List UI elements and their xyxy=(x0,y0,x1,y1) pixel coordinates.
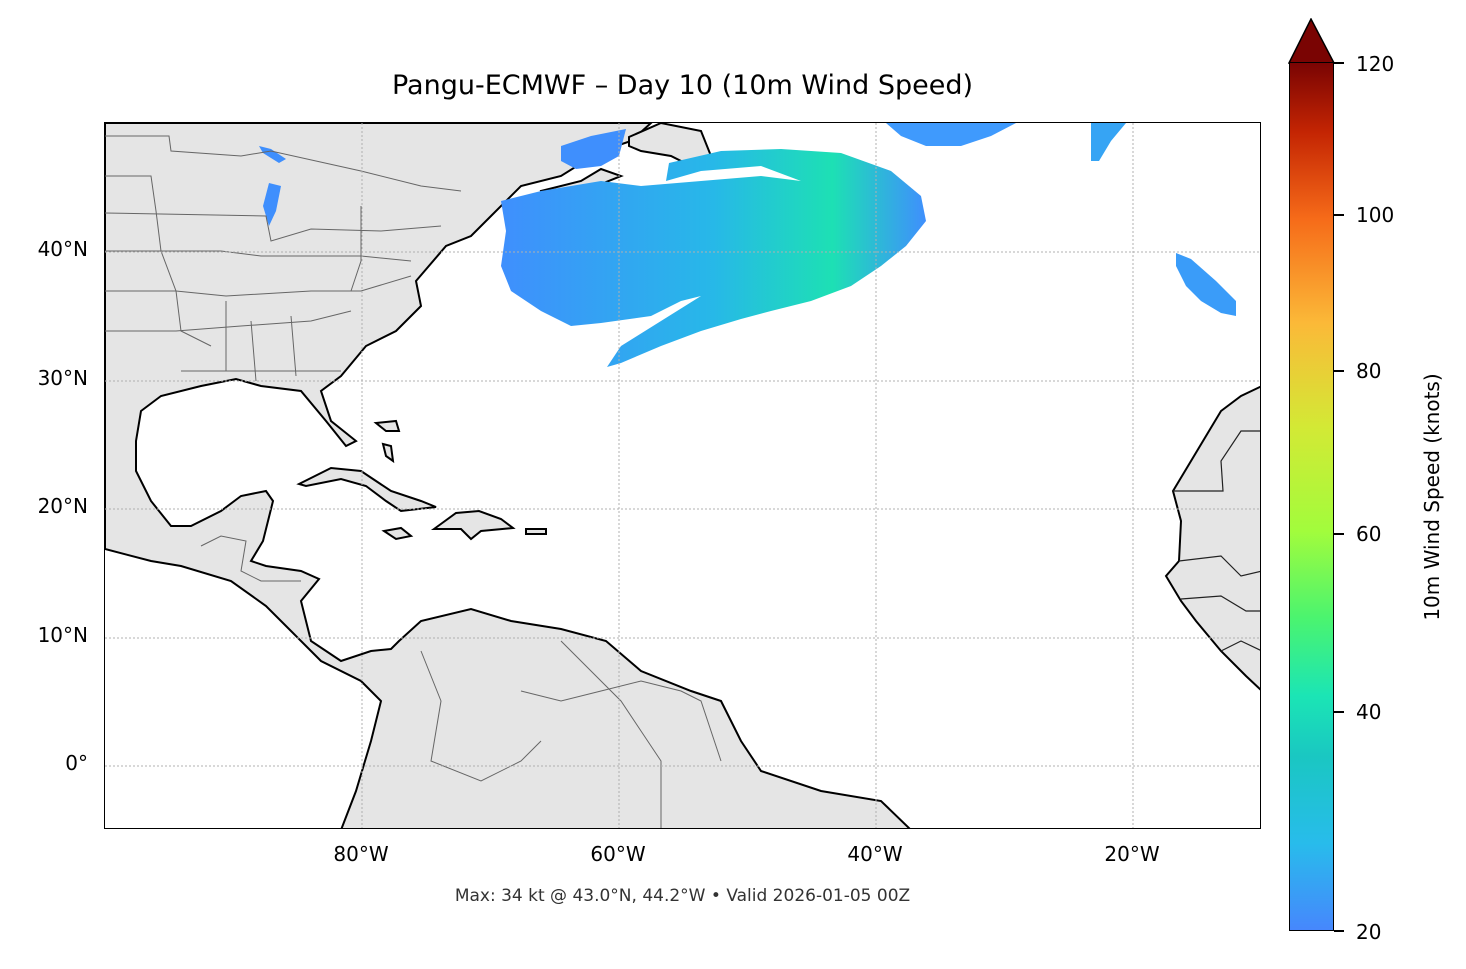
y-tick-10n: 10°N xyxy=(37,623,88,647)
state-borders xyxy=(105,135,722,828)
colorbar-tick-80: 80 xyxy=(1356,359,1382,383)
map-plot-area xyxy=(104,122,1261,829)
colorbar-tick-100: 100 xyxy=(1356,203,1395,227)
y-tick-0: 0° xyxy=(65,751,88,775)
gridlines xyxy=(105,123,1260,828)
colorbar-tick-40: 40 xyxy=(1356,700,1382,724)
colorbar-tick-120: 120 xyxy=(1356,52,1395,76)
colorbar-tick-mark xyxy=(1334,370,1344,372)
land-africa xyxy=(1164,385,1260,691)
colorbar-tick-mark xyxy=(1334,711,1344,713)
wind-swath-northeast xyxy=(1091,123,1126,161)
land-north-america xyxy=(105,123,911,828)
lake-michigan xyxy=(263,183,281,226)
chart-title: Pangu-ECMWF – Day 10 (10m Wind Speed) xyxy=(391,70,974,101)
colorbar xyxy=(1289,62,1334,931)
colorbar-tick-mark xyxy=(1334,62,1344,64)
colorbar-label: 10m Wind Speed (knots) xyxy=(1420,373,1444,621)
jamaica xyxy=(381,526,414,541)
y-tick-40n: 40°N xyxy=(37,237,88,261)
x-tick-40w: 40°W xyxy=(847,842,903,866)
x-tick-20w: 20°W xyxy=(1104,842,1160,866)
wind-swath-canary xyxy=(1176,253,1236,316)
colorbar-tick-mark xyxy=(1334,214,1344,216)
x-tick-80w: 80°W xyxy=(333,842,389,866)
y-tick-20n: 20°N xyxy=(37,494,88,518)
x-tick-60w: 60°W xyxy=(590,842,646,866)
colorbar-tick-20: 20 xyxy=(1356,920,1382,944)
colorbar-tick-mark xyxy=(1334,930,1344,932)
colorbar-tick-mark xyxy=(1334,533,1344,535)
hispaniola xyxy=(430,509,516,541)
bahamas xyxy=(373,419,401,464)
max-info-subtitle: Max: 34 kt @ 43.0°N, 44.2°W • Valid 2026… xyxy=(454,886,911,906)
wind-swath-main xyxy=(501,149,926,367)
y-tick-30n: 30°N xyxy=(37,366,88,390)
colorbar-tick-60: 60 xyxy=(1356,522,1382,546)
map-svg xyxy=(105,123,1260,828)
puerto-rico xyxy=(525,528,547,535)
wind-swath-gulf-st-lawrence xyxy=(561,129,626,169)
wind-swath-north xyxy=(886,123,1016,146)
colorbar-extend-arrow-icon xyxy=(1288,18,1336,64)
cuba xyxy=(296,466,437,513)
africa-borders xyxy=(1173,430,1260,652)
lake-superior-patch xyxy=(259,146,286,163)
